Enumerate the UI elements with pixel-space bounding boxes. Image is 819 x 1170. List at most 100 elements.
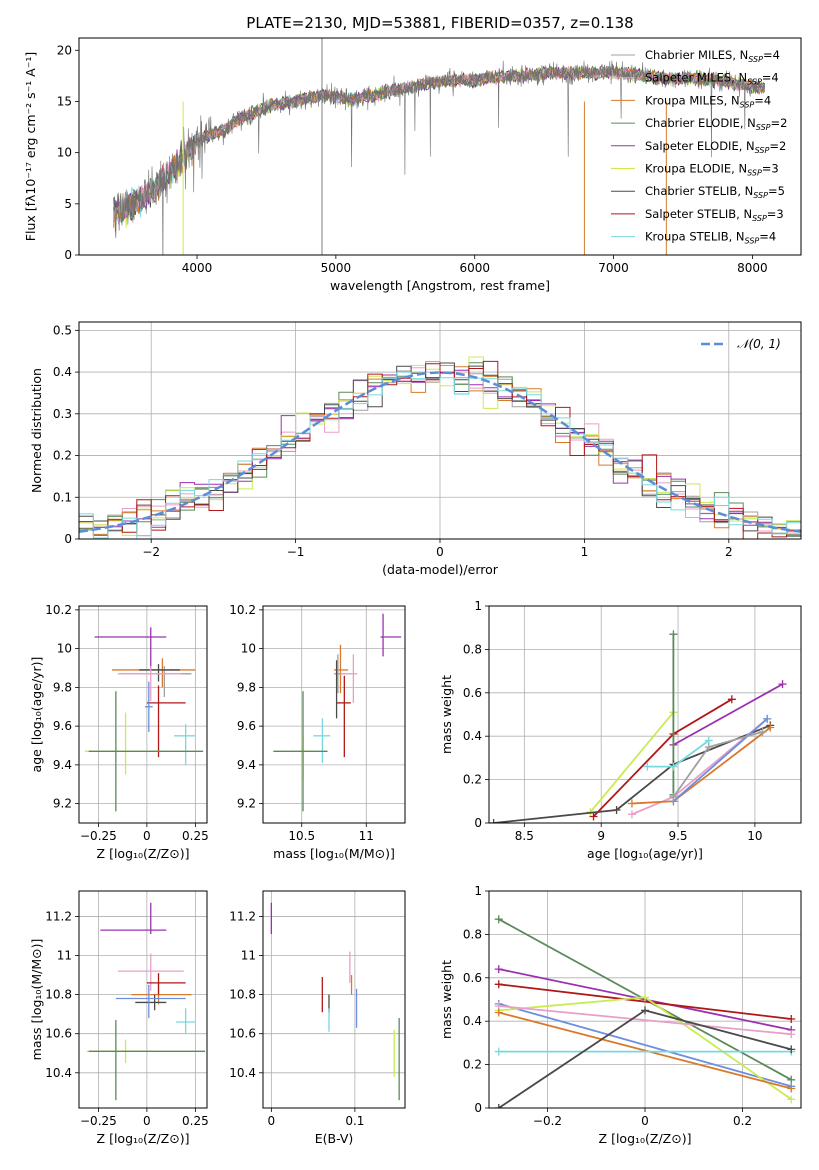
mass_weight_vs_age-panel: 8.5 9 9.5 10 0 0.2 0.4 0.6 0.8 1 age [log₁₀(age/yr… [439, 599, 802, 861]
residuals-ytick-label: 0 [64, 532, 72, 546]
mass_vs_Z-plot-area [86, 902, 206, 1101]
residuals-xtick-label: −2 [142, 545, 160, 559]
spectrum-plot-area [113, 38, 766, 255]
mass_weight_vs_age-ytick-label: 0.2 [463, 773, 482, 787]
mass_vs_Z-ylabel: mass [log₁₀(M/M⊙)] [29, 939, 44, 1061]
mass_weight_vs_age-ytick-label: 0.4 [463, 729, 482, 743]
spectrum-legend-label: Chabrier ELODIE, NSSP=2 [645, 116, 787, 132]
age_vs_Z-ytick-label: 10.2 [45, 603, 72, 617]
mass_weight_vs_age-point-marker [489, 819, 498, 823]
residuals-xtick-label: 2 [725, 545, 733, 559]
age_vs_mass-ytick-label: 9.8 [237, 680, 256, 694]
mass_vs_Z-xlabel: Z [log₁₀(Z/Z⊙)] [97, 1131, 190, 1146]
residuals-xtick-label: −1 [287, 545, 305, 559]
residuals-xlabel: (data-model)/error [382, 562, 499, 577]
spectrum-ytick-label: 5 [64, 197, 72, 211]
normal-legend-label: 𝒩(0, 1) [737, 337, 781, 351]
mass_weight_vs_Z-point-marker [494, 1008, 503, 1017]
age_vs_mass-ytick-label: 9.2 [237, 797, 256, 811]
mass_weight_vs_age-ylabel: mass weight [439, 675, 454, 754]
mass_weight_vs_Z-point-marker [787, 1015, 796, 1024]
age_vs_Z-ytick-label: 10 [57, 642, 72, 656]
mass_weight_vs_age-xtick-label: 10 [747, 829, 762, 843]
mass_weight_vs_Z-frame [488, 890, 802, 1109]
age_vs_Z-xtick-label: 0 [143, 829, 151, 843]
spectrum-legend-label: Salpeter ELODIE, NSSP=2 [645, 139, 786, 155]
mass_weight_vs_age-point-marker [763, 714, 772, 723]
mass_weight_vs_age-point-marker [669, 630, 678, 639]
spectrum-frame [78, 37, 802, 256]
mass_weight_vs_age-xtick-label: 9 [597, 829, 605, 843]
mass_weight_vs_Z-point-marker [494, 1047, 503, 1056]
mass_weight_vs_Z-xlabel: Z [log₁₀(Z/Z⊙)] [599, 1131, 692, 1146]
mass_weight_vs_age-point-marker [612, 805, 621, 814]
mass_weight_vs_age-series-line [589, 711, 675, 813]
mass_weight_vs_Z-series-line [498, 1011, 792, 1090]
mass_weight_vs_Z-ytick-label: 0.2 [463, 1058, 482, 1072]
spectrum-ytick-label: 20 [57, 43, 72, 57]
age_vs_mass-xtick-label: 11 [359, 829, 374, 843]
mass_weight_vs_age-point-marker [758, 727, 767, 736]
spectrum-xtick-label: 5000 [321, 261, 352, 275]
normal-curve [79, 371, 801, 533]
mass_weight_vs_Z-ytick-label: 0 [474, 1101, 482, 1115]
mass_weight_vs_Z-ytick-label: 1 [474, 884, 482, 898]
age_vs_mass-xlabel: mass [log₁₀(M/M⊙)] [273, 846, 395, 861]
mass_vs_Z-xtick-label: 0.25 [182, 1114, 209, 1128]
spectrum-xlabel: wavelength [Angstrom, rest frame] [330, 278, 550, 293]
mass_vs_ebv-ytick-label: 11 [241, 949, 256, 963]
residuals-plot-area [79, 356, 801, 539]
mass_vs_ebv-frame [262, 890, 406, 1109]
mass_weight_vs_age-ytick-label: 0 [474, 816, 482, 830]
mass_weight_vs_age-point-marker [643, 762, 652, 771]
mass_vs_Z-xtick-label: 0 [143, 1114, 151, 1128]
mass_weight_vs_Z-xtick-label: 0.2 [733, 1114, 752, 1128]
age_vs_Z-ylabel: age [log₁₀(age/yr)] [29, 657, 44, 773]
age_vs_Z-plot-area [84, 627, 204, 812]
mass_weight_vs_Z-point-marker [494, 1104, 503, 1108]
mass_vs_Z-ytick-label: 10.8 [45, 988, 72, 1002]
mass_weight_vs_Z-xtick-label: −0.2 [533, 1114, 562, 1128]
mass_weight_vs_age-plot-area [489, 630, 787, 823]
spectrum-legend-label: Kroupa MILES, NSSP=4 [645, 93, 771, 109]
mass_vs_ebv-xtick-label: 0.1 [345, 1114, 364, 1128]
mass_vs_ebv-ytick-label: 10.6 [229, 1027, 256, 1041]
mass_vs_Z-xtick-label: −0.25 [80, 1114, 117, 1128]
residuals-ytick-label: 0.3 [53, 407, 72, 421]
mass_vs_Z-ytick-label: 10.6 [45, 1027, 72, 1041]
mass_weight_vs_Z-point-marker [641, 993, 649, 1002]
residuals-panel: −2 −1 0 1 2 0 0.1 0.2 0.3 0.4 0.5 (data-model)/erro… [29, 321, 802, 577]
residuals-ytick-label: 0.4 [53, 365, 72, 379]
age_vs_mass-panel: 10.5 11 9.2 9.4 9.6 9.8 10 10.2 mass [log₁₀(M/M⊙… [229, 603, 406, 861]
mass_weight_vs_Z-point-marker [787, 1045, 796, 1054]
mass_vs_ebv-xlabel: E(B-V) [315, 1131, 354, 1146]
spectrum-xtick-label: 4000 [182, 261, 213, 275]
age_vs_Z-xtick-label: −0.25 [80, 829, 117, 843]
mass_vs_ebv-plot-area [270, 902, 400, 1101]
spectrum-panel: 4000 5000 6000 7000 8000 0 5 10 15 20 wavelength [… [23, 37, 802, 293]
residuals-ytick-label: 0.2 [53, 449, 72, 463]
mass_vs_ebv-ytick-label: 10.8 [229, 988, 256, 1002]
mass_weight_vs_Z-point-marker [494, 965, 503, 974]
mass_weight_vs_age-ytick-label: 0.8 [463, 642, 482, 656]
histogram-salpeter-stelib [79, 360, 801, 539]
age_vs_mass-plot-area [273, 613, 402, 812]
age_vs_Z-ytick-label: 9.8 [53, 680, 72, 694]
mass_weight_vs_Z-series-line [498, 983, 792, 1020]
spectrum-xtick-label: 8000 [737, 261, 768, 275]
mass_weight_vs_Z-point-marker [494, 980, 503, 989]
mass_weight_vs_age-point-marker [778, 680, 787, 689]
figure-title: PLATE=2130, MJD=53881, FIBERID=0357, z=0… [246, 14, 633, 32]
mass_weight_vs_age-xlabel: age [log₁₀(age/yr)] [587, 846, 703, 861]
mass_weight_vs_Z-point-marker [787, 1084, 796, 1093]
mass_weight_vs_Z-panel: −0.2 0 0.2 0 0.2 0.4 0.6 0.8 1 Z [log₁₀(Z/Z⊙)] mas… [439, 884, 802, 1146]
mass_weight_vs_Z-series-line [498, 1005, 792, 1036]
age_vs_Z-ytick-label: 9.4 [53, 758, 72, 772]
age_vs_mass-ytick-label: 10.2 [229, 603, 256, 617]
mass_vs_ebv-ytick-label: 10.4 [229, 1066, 256, 1080]
spectrum-data-line [113, 60, 766, 255]
mass_weight_vs_age-ytick-label: 1 [474, 599, 482, 613]
mass_weight_vs_Z-point-marker [787, 1030, 796, 1039]
age_vs_Z-xlabel: Z [log₁₀(Z/Z⊙)] [97, 846, 190, 861]
age_vs_mass-frame [262, 605, 406, 824]
